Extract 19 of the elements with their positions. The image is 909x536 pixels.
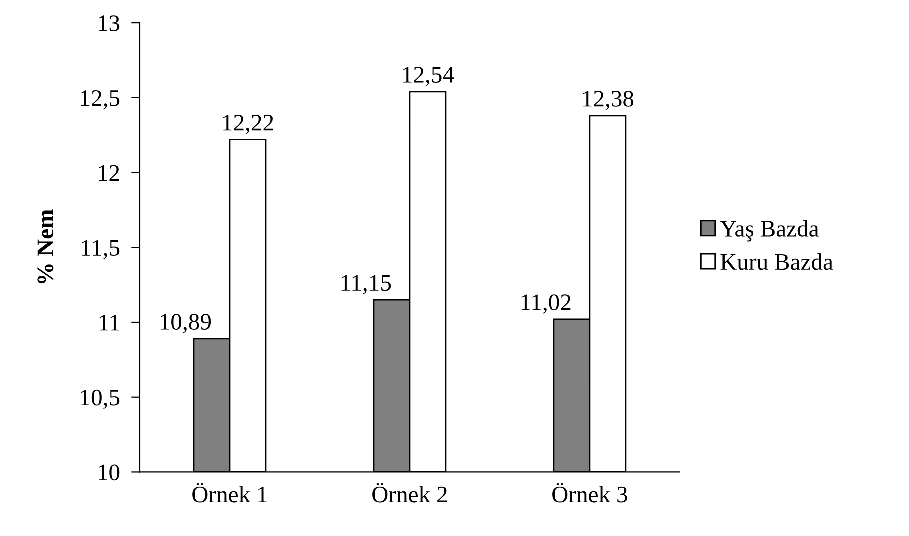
- legend-label: Kuru Bazda: [720, 254, 834, 270]
- data-label: 12,38: [583, 90, 634, 110]
- legend-label: Yaş Bazda: [720, 220, 819, 242]
- x-tick-label: Örnek 3: [552, 483, 628, 503]
- data-label: 11,15: [342, 275, 392, 294]
- data-label: 12,54: [403, 67, 454, 86]
- data-label: 12,22: [223, 115, 274, 134]
- y-tick-label: 12: [99, 165, 120, 181]
- y-tick-label: 10: [99, 464, 120, 481]
- y-tick-label: 11,5: [82, 240, 120, 260]
- y-tick-label: 11: [100, 315, 120, 331]
- y-axis-title: % Nem: [38, 210, 54, 284]
- y-tick-label: 10,5: [81, 390, 120, 410]
- y-tick-label: 12,5: [81, 90, 120, 110]
- data-label: 11,02: [522, 294, 571, 314]
- y-tick-label: 13: [99, 16, 120, 32]
- x-tick-label: Örnek 1: [192, 483, 267, 503]
- data-label: 10,89: [160, 314, 212, 334]
- x-tick-label: Örnek 2: [372, 483, 448, 503]
